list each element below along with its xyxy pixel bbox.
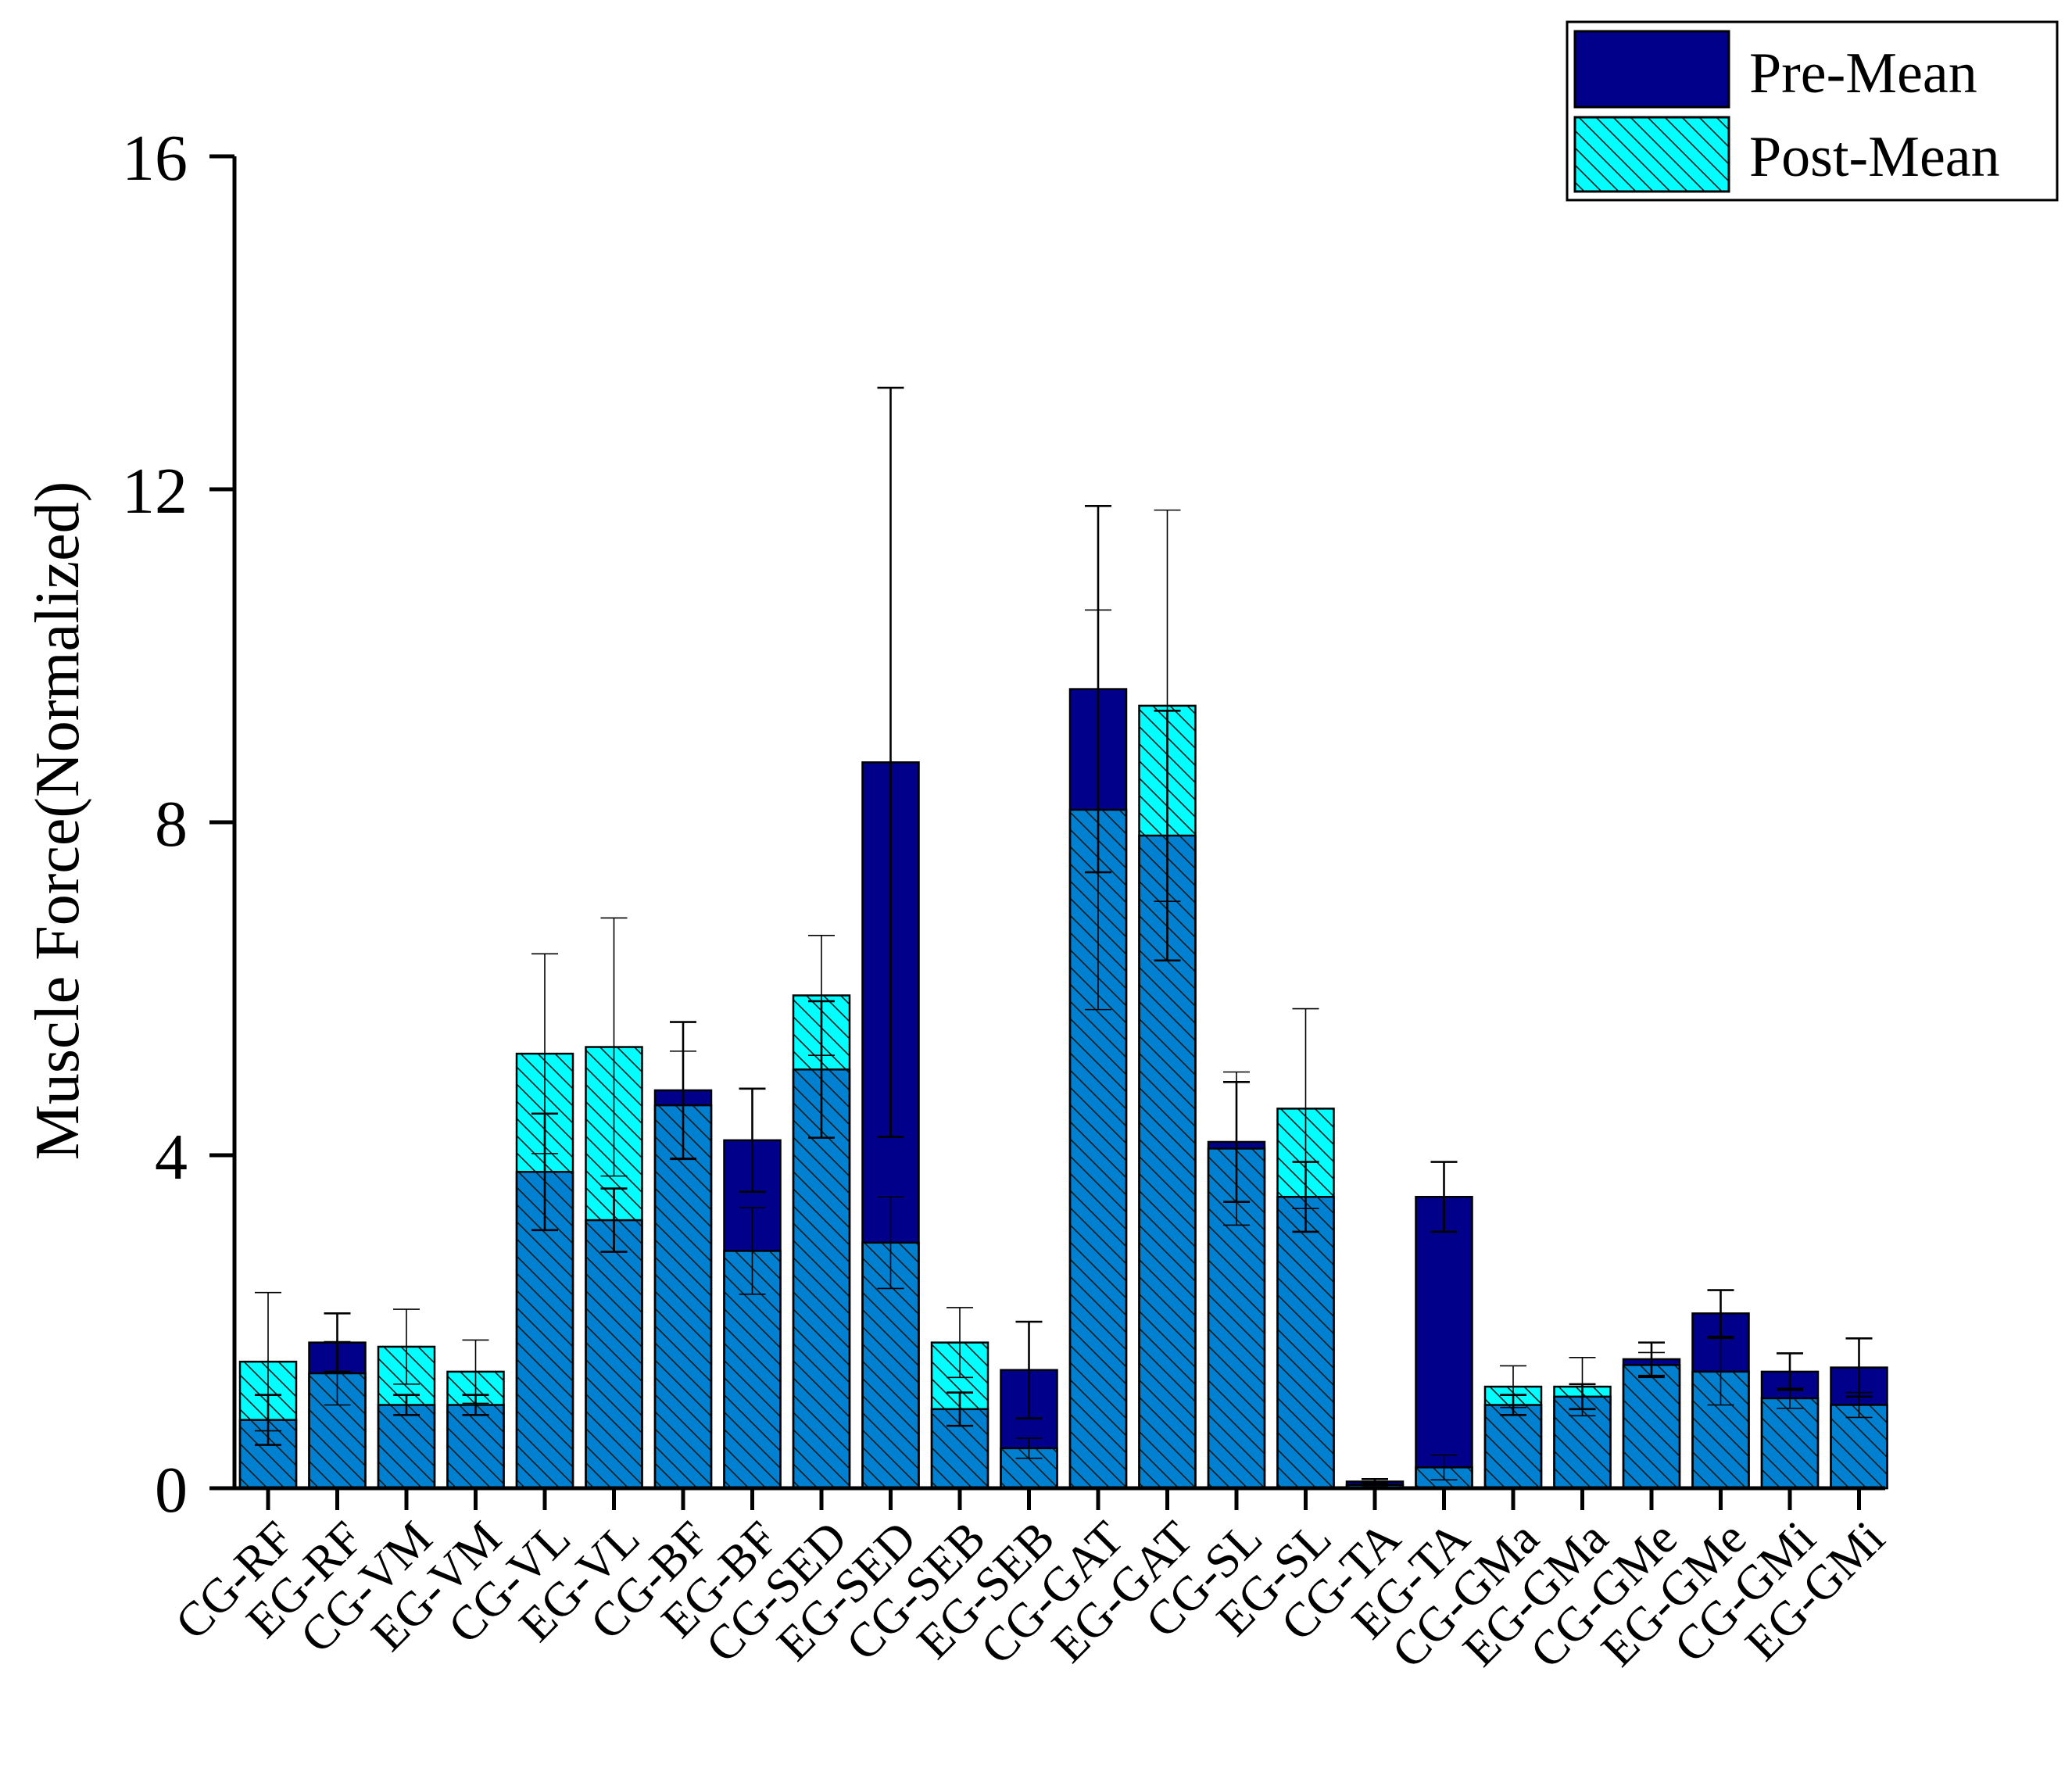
bar-post-mean-eg-gmi xyxy=(1830,1405,1888,1488)
legend-swatch-post-mean-hatch xyxy=(1573,116,1730,193)
error-bar-post-eg-ta xyxy=(1430,1454,1458,1481)
error-bar-pre-eg-bf xyxy=(739,1087,766,1194)
error-bar-pre-eg-gme xyxy=(1707,1289,1734,1338)
error-bar-post-eg-sl xyxy=(1292,1008,1319,1209)
error-bar-post-eg-bf xyxy=(739,1207,766,1295)
error-bar-post-eg-gat xyxy=(1154,509,1181,902)
error-bar-post-cg-gmi xyxy=(1777,1387,1803,1409)
error-bar-post-eg-rf xyxy=(324,1340,351,1406)
error-bar-post-cg-vm xyxy=(393,1308,420,1385)
y-tick-label-0: 0 xyxy=(155,1454,188,1527)
error-bar-pre-eg-vl xyxy=(600,1187,628,1253)
legend: Pre-Mean Post-Mean xyxy=(1566,20,2059,202)
error-bar-post-cg-vl xyxy=(531,953,558,1154)
error-bar-post-eg-gmi xyxy=(1845,1391,1873,1419)
error-bar-post-eg-vm xyxy=(462,1339,489,1405)
y-tick-label-16: 16 xyxy=(122,122,188,195)
error-bar-post-cg-sl xyxy=(1223,1071,1250,1226)
legend-swatch-pre-mean xyxy=(1573,30,1730,109)
error-bar-post-eg-vl xyxy=(600,917,628,1177)
x-ticks: CG-RFEG-RFCG-VMEG-VMCG-VLEG-VLCG-BFEG-BF… xyxy=(166,1488,1895,1679)
y-tick-label-12: 12 xyxy=(122,455,188,528)
error-bar-post-cg-gma xyxy=(1500,1365,1526,1408)
error-bar-pre-cg-vm xyxy=(393,1394,420,1416)
bar-post-mean-cg-gme xyxy=(1623,1365,1680,1488)
error-bars-layer xyxy=(255,386,1873,1487)
y-ticks: 0 4 8 12 16 xyxy=(122,122,234,1527)
error-bar-post-cg-gat xyxy=(1085,609,1111,1011)
error-bar-pre-eg-ta xyxy=(1430,1161,1458,1233)
error-bar-post-cg-seb xyxy=(947,1307,973,1379)
error-bar-pre-cg-seb xyxy=(947,1391,973,1427)
error-bar-post-eg-gme xyxy=(1707,1337,1734,1406)
bars-layer xyxy=(238,688,1888,1490)
y-tick-label-8: 8 xyxy=(155,788,188,861)
error-bar-post-eg-gma xyxy=(1569,1356,1596,1417)
error-bar-post-cg-rf xyxy=(255,1291,281,1432)
error-bar-post-cg-sed xyxy=(808,935,835,1056)
error-bar-post-eg-sed xyxy=(877,1196,904,1290)
y-tick-label-4: 4 xyxy=(155,1121,188,1194)
error-bar-pre-eg-seb xyxy=(1015,1320,1043,1419)
error-bar-pre-eg-sed xyxy=(877,386,904,1138)
bar-post-mean-cg-gmi xyxy=(1762,1398,1818,1488)
legend-label-post-mean: Post-Mean xyxy=(1749,125,2000,189)
y-axis-label: Muscle Force(Normalized) xyxy=(23,481,92,1161)
error-bar-post-cg-gme xyxy=(1638,1351,1665,1379)
legend-label-pre-mean: Pre-Mean xyxy=(1749,41,1977,106)
error-bar-post-eg-seb xyxy=(1015,1437,1043,1459)
error-bar-post-cg-bf xyxy=(670,1050,696,1161)
bar-top-eg-ta xyxy=(1415,1197,1473,1468)
bar-post-mean-cg-bf xyxy=(655,1105,711,1488)
